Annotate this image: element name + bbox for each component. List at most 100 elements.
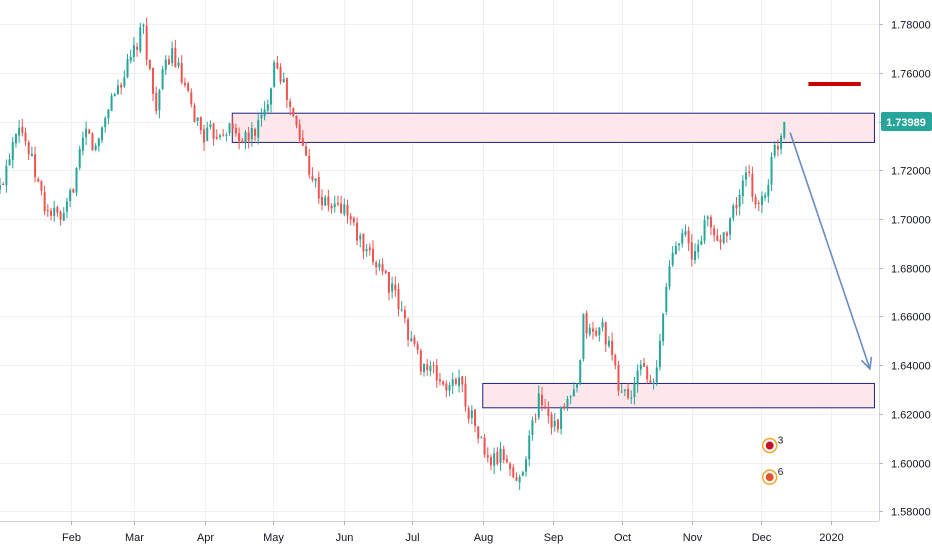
candle-body bbox=[668, 266, 671, 287]
candle-body bbox=[617, 364, 620, 392]
candle-body bbox=[499, 448, 502, 463]
candle-body bbox=[203, 129, 206, 143]
candle-body bbox=[662, 313, 665, 342]
candle-body bbox=[292, 108, 295, 116]
candle-body bbox=[474, 409, 477, 426]
candle-body bbox=[59, 211, 62, 220]
candle-body bbox=[123, 77, 126, 87]
candle-body bbox=[525, 459, 528, 472]
candle-body bbox=[674, 246, 677, 254]
candle-body bbox=[225, 134, 228, 136]
candle-body bbox=[218, 135, 221, 138]
candle-body bbox=[658, 340, 661, 367]
candle-body bbox=[464, 383, 467, 407]
event-badge[interactable]: 3 bbox=[761, 436, 784, 454]
candle-body bbox=[126, 59, 129, 77]
candle-body bbox=[91, 133, 94, 151]
candle-body bbox=[751, 173, 754, 197]
event-badge[interactable]: 6 bbox=[761, 467, 784, 485]
candle-body bbox=[18, 127, 21, 136]
candle-body bbox=[493, 453, 496, 466]
candle-body bbox=[234, 127, 237, 134]
candle-body bbox=[301, 138, 304, 146]
time-axis[interactable]: Feb Mar Apr May Jun Jul Aug Sep Oct Nov Dec 2020 bbox=[62, 521, 844, 544]
candle-body bbox=[199, 117, 202, 131]
time-tick-label: Sep bbox=[544, 532, 564, 544]
candle-body bbox=[470, 410, 473, 419]
candle-body bbox=[50, 210, 53, 216]
candle-body bbox=[391, 283, 394, 292]
price-tick-label: 1.78000 bbox=[891, 20, 931, 32]
candle-body bbox=[684, 231, 687, 235]
candle-body bbox=[423, 363, 426, 373]
candle-body bbox=[738, 194, 741, 207]
candle-body bbox=[136, 46, 139, 50]
candle-body bbox=[540, 394, 543, 406]
candle-body bbox=[582, 314, 585, 359]
candle-body bbox=[764, 195, 767, 198]
last-price-label: 1.73989 bbox=[886, 117, 926, 129]
candle-body bbox=[537, 393, 540, 418]
candle-body bbox=[27, 142, 30, 155]
time-tick-label: Aug bbox=[474, 532, 494, 544]
candle-body bbox=[116, 85, 119, 95]
candle-body bbox=[445, 383, 448, 391]
candle-body bbox=[257, 120, 260, 138]
price-tick-label: 1.70000 bbox=[891, 215, 931, 227]
candle-body bbox=[448, 384, 451, 391]
candle-body bbox=[579, 360, 582, 384]
candle-body bbox=[486, 455, 489, 458]
time-tick-label: Nov bbox=[683, 532, 703, 544]
candle-body bbox=[394, 284, 397, 291]
candle-body bbox=[496, 451, 499, 464]
candle-body bbox=[741, 180, 744, 197]
time-tick-label: Apr bbox=[197, 532, 214, 544]
candle-body bbox=[560, 407, 563, 430]
price-tick-label: 1.76000 bbox=[891, 69, 931, 81]
event-badges[interactable]: 36 bbox=[761, 436, 784, 485]
candle-body bbox=[403, 310, 406, 319]
candle-body bbox=[563, 406, 566, 408]
candle-body bbox=[387, 272, 390, 293]
candle-body bbox=[595, 330, 598, 336]
candle-body bbox=[244, 132, 247, 143]
time-tick-label: May bbox=[263, 532, 284, 544]
resistance-zone[interactable] bbox=[231, 112, 875, 143]
candles-layer bbox=[0, 17, 786, 491]
candle-body bbox=[454, 379, 457, 385]
candle-body bbox=[607, 340, 610, 346]
candle-body bbox=[349, 216, 352, 220]
candle-body bbox=[152, 67, 155, 94]
candle-body bbox=[247, 132, 250, 141]
candle-body bbox=[148, 60, 151, 69]
candle-body bbox=[687, 230, 690, 244]
event-flag-inner bbox=[765, 473, 774, 482]
candle-body bbox=[56, 207, 59, 213]
candle-body bbox=[429, 365, 432, 372]
candle-body bbox=[745, 172, 748, 180]
candle-body bbox=[336, 203, 339, 205]
candle-body bbox=[88, 129, 91, 134]
candle-body bbox=[515, 477, 518, 481]
candle-body bbox=[375, 262, 378, 268]
candle-body bbox=[754, 197, 757, 205]
candle-body bbox=[652, 382, 655, 384]
candle-body bbox=[521, 472, 524, 476]
candle-body bbox=[311, 175, 314, 180]
candle-body bbox=[295, 115, 298, 126]
candle-body bbox=[556, 419, 559, 430]
candle-body bbox=[636, 370, 639, 385]
candle-body bbox=[238, 133, 241, 142]
candle-body bbox=[780, 136, 783, 149]
candle-body bbox=[206, 127, 209, 142]
candle-body bbox=[305, 146, 308, 156]
candle-body bbox=[633, 383, 636, 398]
candle-body bbox=[75, 168, 78, 193]
projection-arrow[interactable] bbox=[789, 132, 871, 370]
candle-body bbox=[161, 69, 164, 90]
candle-body bbox=[155, 93, 158, 112]
candle-body bbox=[298, 124, 301, 140]
candle-body bbox=[340, 203, 343, 213]
candle-body bbox=[97, 138, 100, 147]
